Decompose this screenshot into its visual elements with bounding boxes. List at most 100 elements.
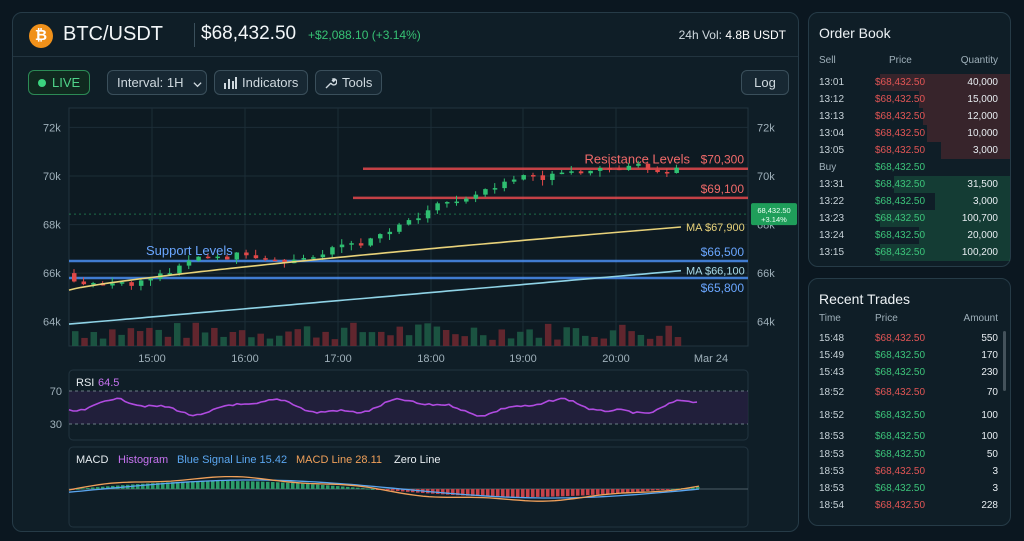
rt-col-time: Time [819, 313, 841, 324]
macd-histogram-bar [691, 487, 695, 489]
indicators-label: Indicators [242, 75, 299, 90]
live-button[interactable]: LIVE [28, 70, 90, 95]
macd-histogram-bar [486, 489, 490, 497]
order-price: $68,432.50 [875, 247, 926, 258]
sell-order-row[interactable]: 13:05 $68,432.50 3,000 [809, 142, 1010, 159]
y-tick-left: 72k [43, 122, 61, 134]
support-price-label: $65,800 [701, 281, 745, 295]
macd-histogram-bar [261, 481, 265, 489]
rt-col-price: Price [875, 313, 898, 324]
volume-bar [368, 332, 376, 346]
tools-button[interactable]: Tools [315, 70, 382, 95]
trades-scrollbar[interactable] [1003, 331, 1006, 391]
buy-order-row[interactable]: 13:22 $68,432.50 3,000 [809, 193, 1010, 210]
macd-signal-line [68, 479, 700, 499]
trade-row[interactable]: 18:53 $68,432.50 50 [809, 446, 1010, 463]
candle-body [358, 243, 364, 246]
candle-body [454, 201, 459, 204]
trade-row[interactable]: 18:53 $68,432.50 3 [809, 480, 1010, 497]
macd-histogram-bar [556, 489, 560, 497]
candle-body [177, 265, 182, 274]
volume-bar [229, 331, 237, 346]
order-time: 13:31 [819, 179, 845, 190]
order-quantity: 100,700 [961, 213, 998, 224]
volume-bar [313, 337, 320, 346]
candle-body [406, 220, 412, 225]
trade-time: 18:53 [819, 466, 845, 477]
indicators-button[interactable]: Indicators [214, 70, 308, 95]
macd-histogram-bar [436, 489, 440, 495]
rt-col-amount: Amount [963, 313, 998, 324]
buy-order-row[interactable]: 13:15 $68,432.50 100,200 [809, 244, 1010, 261]
trade-time: 15:43 [819, 367, 845, 378]
macd-histogram-bar [491, 489, 495, 497]
sell-order-row[interactable]: 13:01 $68,432.50 40,000 [809, 74, 1010, 91]
trade-row[interactable]: 18:54 $68,432.50 228 [809, 497, 1010, 514]
macd-histogram-bar [521, 489, 525, 497]
volume-bar [192, 322, 200, 346]
macd-histogram-bar [401, 489, 405, 492]
trade-row[interactable]: 18:53 $68,432.50 100 [809, 428, 1010, 446]
volume-bar [572, 328, 580, 346]
macd-histogram-bar [146, 483, 150, 489]
buy-order-row[interactable]: 13:23 $68,432.50 100,700 [809, 210, 1010, 227]
macd-histogram-bar [366, 488, 370, 490]
volume-24h: 24h Vol: 4.8B USDT [679, 28, 786, 42]
order-quantity: 12,000 [967, 111, 998, 122]
ma-slow-line [68, 269, 682, 325]
rsi-band [69, 391, 748, 424]
candle-body [416, 218, 421, 221]
candle-body [473, 194, 479, 199]
trade-time: 18:53 [819, 449, 845, 460]
candle-body [645, 163, 651, 170]
volume-bar [136, 331, 144, 346]
candle-body [119, 282, 125, 284]
macd-histogram-bar [151, 483, 155, 489]
trade-row[interactable]: 15:48 $68,432.50 550 [809, 330, 1010, 347]
trade-row[interactable]: 18:53 $68,432.50 3 [809, 463, 1010, 480]
macd-histogram-bar [241, 481, 245, 489]
sell-depth-bar [926, 125, 1010, 142]
macd-histogram-bar [351, 487, 355, 489]
candle-body [311, 257, 316, 259]
macd-histogram-bar [516, 489, 520, 497]
ob-col-quantity: Quantity [960, 55, 998, 66]
volume-bar [480, 335, 487, 346]
buy-order-row[interactable]: 13:31 $68,432.50 31,500 [809, 176, 1010, 193]
macd-histogram-bar [196, 481, 200, 489]
ma-slow-label: MA $66,100 [686, 266, 745, 278]
buy-depth-bar [880, 244, 1010, 261]
macd-histogram-label: Histogram [118, 454, 168, 466]
trade-row[interactable]: 15:49 $68,432.50 170 [809, 347, 1010, 364]
macd-histogram-bar [281, 482, 285, 489]
live-label: LIVE [52, 75, 81, 90]
sell-order-row[interactable]: 13:04 $68,432.50 10,000 [809, 125, 1010, 142]
sell-order-row[interactable]: 13:12 $68,432.50 15,000 [809, 91, 1010, 108]
macd-line-label: MACD Line 28.11 [296, 454, 382, 466]
macd-histogram-bar [171, 482, 175, 489]
candle-body [263, 258, 268, 260]
trade-time: 18:53 [819, 483, 845, 494]
interval-dropdown[interactable]: Interval: 1H [107, 70, 207, 95]
candle-body [521, 175, 526, 180]
macd-histogram-bar [551, 489, 555, 497]
volume-bar [340, 327, 348, 346]
pair-name[interactable]: BTC/USDT [63, 23, 163, 45]
y-tick-left: 66k [43, 268, 61, 280]
trade-row[interactable]: 18:52 $68,432.50 70 [809, 384, 1010, 407]
volume-bar [405, 335, 413, 346]
sell-order-row[interactable]: 13:13 $68,432.50 12,000 [809, 108, 1010, 125]
order-quantity: 31,500 [967, 179, 998, 190]
macd-histogram-bar [81, 488, 85, 490]
y-tick-left: 70k [43, 171, 61, 183]
macd-histogram-bar [616, 489, 620, 494]
order-book-panel: Order Book Sell Price Quantity 13:01 $68,… [808, 12, 1011, 267]
log-scale-button[interactable]: Log [741, 70, 789, 95]
volume-bar [211, 327, 218, 346]
trade-row[interactable]: 15:43 $68,432.50 230 [809, 364, 1010, 384]
y-tick-left: 68k [43, 220, 61, 232]
macd-histogram-bar [526, 489, 530, 497]
buy-order-row[interactable]: 13:24 $68,432.50 20,000 [809, 227, 1010, 244]
trade-row[interactable]: 18:52 $68,432.50 100 [809, 407, 1010, 428]
